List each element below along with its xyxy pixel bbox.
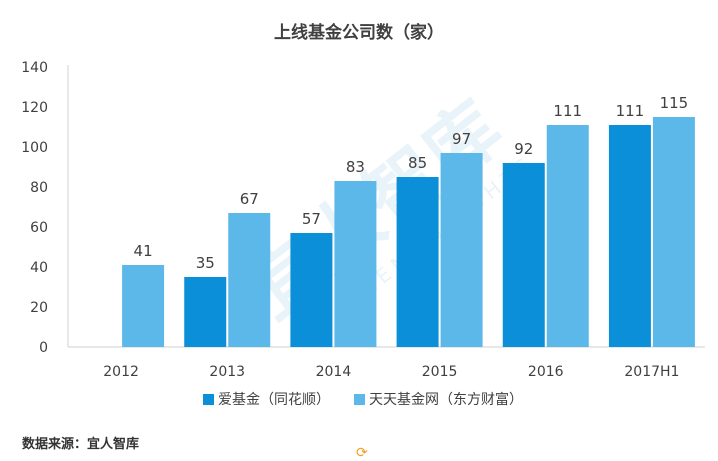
data-label: 111 [553,102,582,120]
data-label: 111 [616,102,645,120]
source-note: 数据来源：宜人智库 [22,437,140,452]
data-label: 85 [408,154,427,172]
watermark: 宜人智库 YIREN INSIGHTS [232,85,540,335]
bar [290,233,333,347]
bar [334,181,377,347]
chart-title: 上线基金公司数（家） [274,23,444,43]
data-label: 97 [452,130,471,148]
data-label: 92 [514,140,533,158]
y-tick-label: 20 [30,300,48,316]
data-label: 115 [660,94,689,112]
data-label: 41 [134,242,153,260]
bar [502,163,545,347]
x-tick-label: 2017H1 [624,364,679,380]
legend-swatch [354,394,365,405]
data-label: 83 [346,158,365,176]
bar [608,125,651,347]
x-tick-labels: 2012 2013 2014 2015 2016 2017H1 [103,364,679,380]
x-tick-label: 2015 [422,364,458,380]
legend: 爱基金（同花顺） 天天基金网（东方财富） [203,391,523,408]
bar [228,213,271,347]
data-label: 35 [196,254,215,272]
y-tick-label: 40 [30,260,48,276]
bar [440,153,483,347]
bar [396,177,439,347]
refresh-icon[interactable]: ⟳ [356,445,368,461]
data-label: 57 [302,210,321,228]
data-label: 67 [240,190,259,208]
legend-label: 天天基金网（东方财富） [369,391,523,408]
bar-labels: 41 35 67 57 83 85 97 92 111 111 115 [134,94,689,272]
bars [122,117,695,347]
x-tick-label: 2014 [316,364,352,380]
bar [652,117,695,347]
y-tick-label: 120 [21,100,48,116]
x-tick-label: 2013 [209,364,245,380]
legend-label: 爱基金（同花顺） [218,391,330,408]
legend-swatch [203,394,214,405]
y-tick-label: 80 [30,180,48,196]
y-tick-label: 100 [21,140,48,156]
y-tick-label: 0 [39,340,48,356]
y-tick-label: 140 [21,60,48,76]
axes: 0 20 40 60 80 100 120 140 [21,60,705,356]
bar [184,277,227,347]
x-tick-label: 2012 [103,364,139,380]
y-tick-label: 60 [30,220,48,236]
bar [122,265,165,347]
x-tick-label: 2016 [528,364,564,380]
bar [546,125,589,347]
